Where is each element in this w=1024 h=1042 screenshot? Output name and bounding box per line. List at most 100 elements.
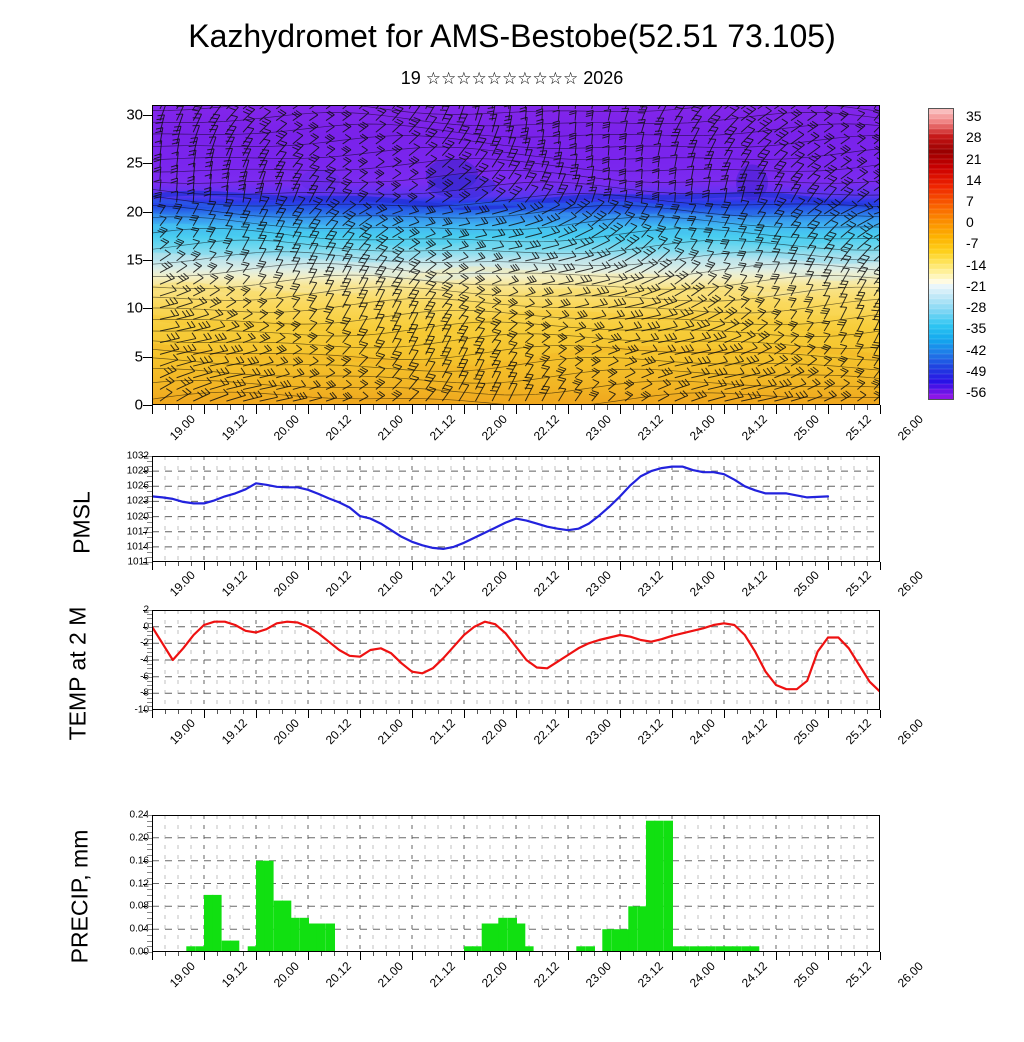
x-axis-minor-tick (490, 562, 491, 566)
x-axis-major-tick (308, 405, 309, 414)
x-axis-minor-tick (763, 405, 764, 410)
x-axis-minor-tick (802, 710, 803, 714)
y-axis-minor-tick (147, 614, 152, 615)
x-axis-minor-tick (451, 562, 452, 566)
x-axis-tick-label: 24.00 (687, 412, 718, 443)
x-axis-tick-label: 25.12 (843, 412, 874, 443)
x-axis-minor-tick (867, 405, 868, 410)
x-axis-minor-tick (386, 952, 387, 956)
x-axis-tick-label: 21.00 (375, 412, 406, 443)
x-axis-minor-tick (477, 562, 478, 566)
x-axis-minor-tick (555, 562, 556, 566)
x-axis-major-tick (516, 562, 517, 570)
x-axis-minor-tick (737, 952, 738, 956)
x-axis-tick-label: 20.00 (271, 716, 302, 747)
x-axis-minor-tick (698, 710, 699, 714)
x-axis-major-tick (360, 952, 361, 960)
x-axis-minor-tick (373, 562, 374, 566)
y-axis-minor-tick (147, 838, 152, 839)
x-axis-major-tick (308, 952, 309, 960)
x-axis-minor-tick (711, 710, 712, 714)
x-axis-minor-tick (451, 952, 452, 956)
x-axis-minor-tick (295, 405, 296, 410)
y-axis-minor-tick (147, 685, 152, 686)
x-axis-tick-label: 23.12 (635, 959, 666, 990)
y-axis-tick (143, 405, 152, 406)
x-axis-minor-tick (841, 952, 842, 956)
x-axis-major-tick (256, 405, 257, 414)
x-axis-minor-tick (191, 562, 192, 566)
x-axis-minor-tick (399, 405, 400, 410)
x-axis-minor-tick (178, 952, 179, 956)
x-axis-minor-tick (334, 952, 335, 956)
colorbar-tick-label: 21 (966, 151, 982, 167)
x-axis-minor-tick (789, 710, 790, 714)
x-axis-minor-tick (607, 710, 608, 714)
x-axis-minor-tick (789, 562, 790, 566)
x-axis-tick-label: 21.00 (375, 568, 406, 599)
x-axis-minor-tick (854, 952, 855, 956)
x-axis-major-tick (620, 952, 621, 960)
x-axis-tick-label: 26.00 (895, 716, 926, 747)
y-axis-minor-tick (147, 652, 152, 653)
y-axis-tick (143, 357, 152, 358)
x-axis-major-tick (516, 710, 517, 718)
x-axis-tick-label: 22.12 (531, 959, 562, 990)
x-axis-minor-tick (581, 405, 582, 410)
x-axis-minor-tick (165, 952, 166, 956)
y-axis-tick-label: 1032 (127, 451, 149, 462)
x-axis-minor-tick (841, 405, 842, 410)
y-axis-tick-label: 15 (126, 251, 143, 268)
x-axis-tick-label: 22.00 (479, 412, 510, 443)
x-axis-minor-tick (815, 710, 816, 714)
colorbar-tick-label: -56 (966, 384, 986, 400)
y-axis-minor-tick (147, 476, 152, 477)
x-axis-minor-tick (269, 405, 270, 410)
y-axis-tick-label: 1011 (127, 557, 149, 568)
y-axis-tick (143, 115, 152, 116)
x-axis-minor-tick (386, 710, 387, 714)
x-axis-minor-tick (438, 710, 439, 714)
x-axis-tick-label: 22.00 (479, 716, 510, 747)
y-axis-minor-tick (147, 623, 152, 624)
x-axis-minor-tick (646, 710, 647, 714)
x-axis-minor-tick (854, 405, 855, 410)
x-axis-major-tick (360, 710, 361, 718)
x-axis-minor-tick (243, 562, 244, 566)
x-axis-minor-tick (698, 562, 699, 566)
x-axis-major-tick (724, 405, 725, 414)
x-axis-major-tick (620, 710, 621, 718)
x-axis-minor-tick (451, 405, 452, 410)
x-axis-minor-tick (659, 952, 660, 956)
x-axis-minor-tick (334, 562, 335, 566)
x-axis-minor-tick (347, 405, 348, 410)
x-axis-minor-tick (321, 562, 322, 566)
y-axis-minor-tick (147, 673, 152, 674)
y-axis-minor-tick (147, 918, 152, 919)
x-axis-major-tick (204, 562, 205, 570)
x-axis-minor-tick (321, 952, 322, 956)
x-axis-tick-label: 21.12 (427, 568, 458, 599)
x-axis-minor-tick (581, 562, 582, 566)
x-axis-tick-label: 23.00 (583, 412, 614, 443)
y-axis-minor-tick (147, 643, 152, 644)
x-axis-minor-tick (711, 405, 712, 410)
y-axis-minor-tick (147, 618, 152, 619)
x-axis-minor-tick (438, 952, 439, 956)
x-axis-minor-tick (711, 562, 712, 566)
x-axis-minor-tick (269, 952, 270, 956)
y-axis-minor-tick (147, 677, 152, 678)
y-axis-tick-label: 1014 (127, 541, 149, 552)
x-axis-minor-tick (347, 562, 348, 566)
precip-frame (152, 815, 880, 952)
x-axis-major-tick (672, 562, 673, 570)
x-axis-minor-tick (750, 710, 751, 714)
x-axis-minor-tick (230, 562, 231, 566)
x-axis-minor-tick (542, 562, 543, 566)
y-axis-tick-label: 1017 (127, 526, 149, 537)
y-axis-minor-tick (147, 471, 152, 472)
x-axis-minor-tick (451, 710, 452, 714)
y-axis-minor-tick (147, 481, 152, 482)
x-axis-major-tick (360, 405, 361, 414)
x-axis-minor-tick (659, 562, 660, 566)
